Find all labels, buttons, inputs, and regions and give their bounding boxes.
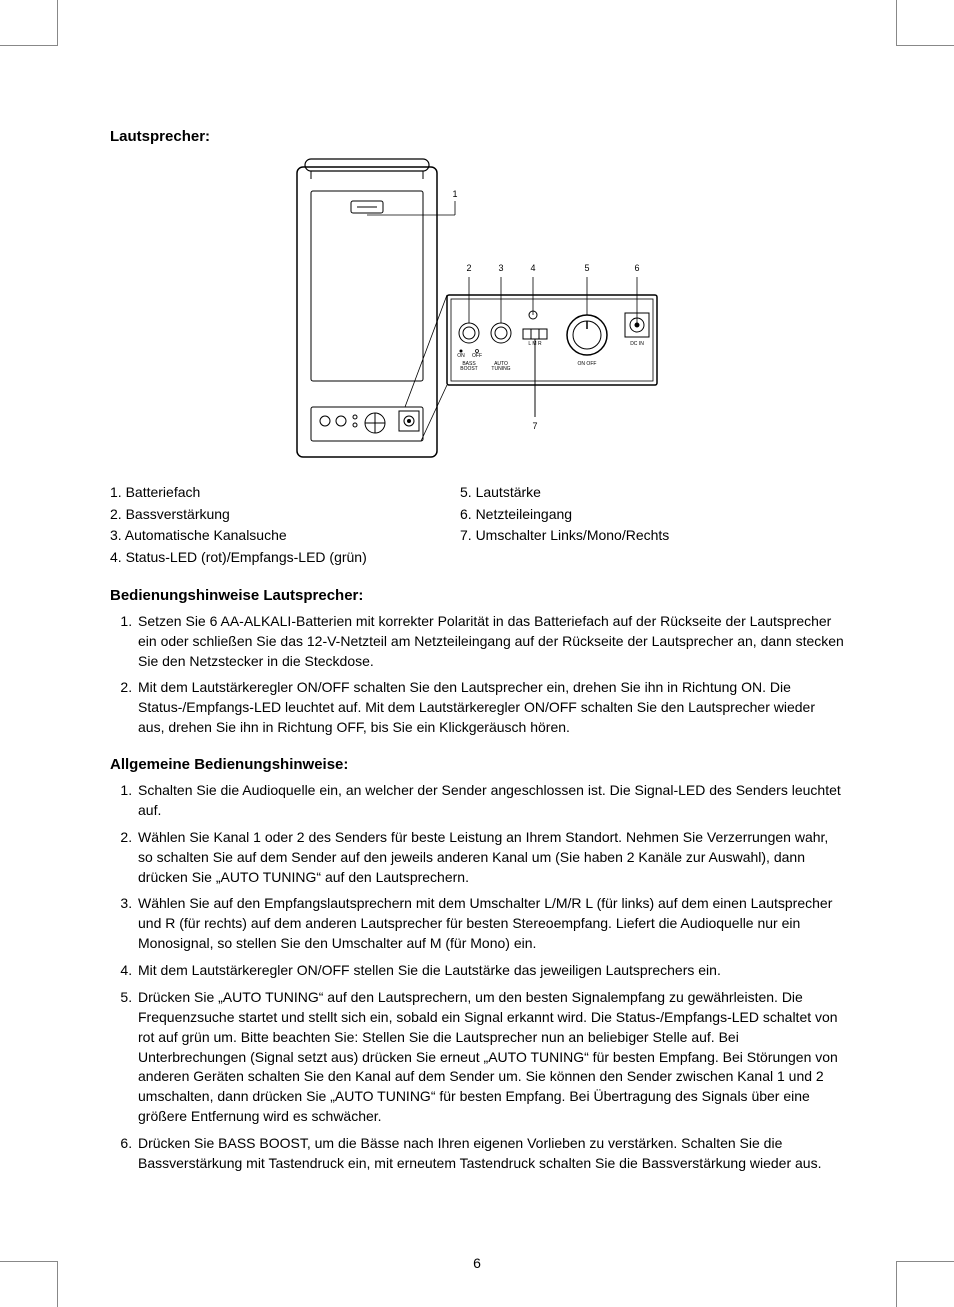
- svg-text:7: 7: [532, 421, 537, 431]
- general-item: Wählen Sie Kanal 1 oder 2 des Senders fü…: [136, 828, 844, 888]
- svg-text:3: 3: [498, 263, 503, 273]
- crop-mark-tr: [896, 0, 954, 46]
- heading-general: Allgemeine Bedienungshinweise:: [110, 756, 844, 773]
- svg-text:TUNING: TUNING: [491, 366, 510, 372]
- general-item: Wählen Sie auf den Empfangslautsprechern…: [136, 894, 844, 954]
- legend-item: 2. Bassverstärkung: [110, 504, 440, 526]
- legend-right: 5. Lautstärke 6. Netzteileingang 7. Umsc…: [460, 482, 844, 569]
- legend-item: 5. Lautstärke: [460, 482, 844, 504]
- legend-columns: 1. Batteriefach 2. Bassverstärkung 3. Au…: [110, 482, 844, 569]
- svg-text:5: 5: [584, 263, 589, 273]
- svg-text:ON: ON: [457, 353, 465, 359]
- crop-mark-tl: [0, 0, 58, 46]
- heading-usage: Bedienungshinweise Lautsprecher:: [110, 587, 844, 604]
- general-list: Schalten Sie die Audioquelle ein, an wel…: [110, 781, 844, 1174]
- legend-item: 4. Status-LED (rot)/Empfangs-LED (grün): [110, 547, 440, 569]
- svg-text:1: 1: [452, 189, 457, 199]
- svg-text:2: 2: [466, 263, 471, 273]
- speaker-diagram-svg: ONOFFBASSBOOSTAUTOTUNINGL M RON OFFDC IN…: [287, 155, 667, 465]
- svg-text:4: 4: [530, 263, 535, 273]
- svg-text:BOOST: BOOST: [460, 366, 478, 372]
- usage-list: Setzen Sie 6 AA-ALKALI-Batterien mit kor…: [110, 612, 844, 738]
- general-item: Drücken Sie BASS BOOST, um die Bässe nac…: [136, 1134, 844, 1174]
- svg-text:ON OFF: ON OFF: [578, 361, 597, 367]
- legend-item: 7. Umschalter Links/Mono/Rechts: [460, 525, 844, 547]
- general-item: Mit dem Lautstärkeregler ON/OFF stellen …: [136, 961, 844, 981]
- page: Lautsprecher: ONOFFBASSBOOSTAUTOTUNINGL …: [0, 0, 954, 1307]
- legend-item: 3. Automatische Kanalsuche: [110, 525, 440, 547]
- legend-item: 6. Netzteileingang: [460, 504, 844, 526]
- legend-item: 1. Batteriefach: [110, 482, 440, 504]
- general-item: Schalten Sie die Audioquelle ein, an wel…: [136, 781, 844, 821]
- svg-text:6: 6: [634, 263, 639, 273]
- legend-left: 1. Batteriefach 2. Bassverstärkung 3. Au…: [110, 482, 440, 569]
- svg-text:DC IN: DC IN: [630, 341, 644, 347]
- general-item: Drücken Sie „AUTO TUNING“ auf den Lautsp…: [136, 988, 844, 1127]
- speaker-diagram: ONOFFBASSBOOSTAUTOTUNINGL M RON OFFDC IN…: [110, 155, 844, 470]
- svg-text:OFF: OFF: [472, 353, 482, 359]
- usage-item: Setzen Sie 6 AA-ALKALI-Batterien mit kor…: [136, 612, 844, 672]
- usage-item: Mit dem Lautstärkeregler ON/OFF schalten…: [136, 678, 844, 738]
- page-number: 6: [0, 1255, 954, 1271]
- heading-speaker: Lautsprecher:: [110, 128, 844, 145]
